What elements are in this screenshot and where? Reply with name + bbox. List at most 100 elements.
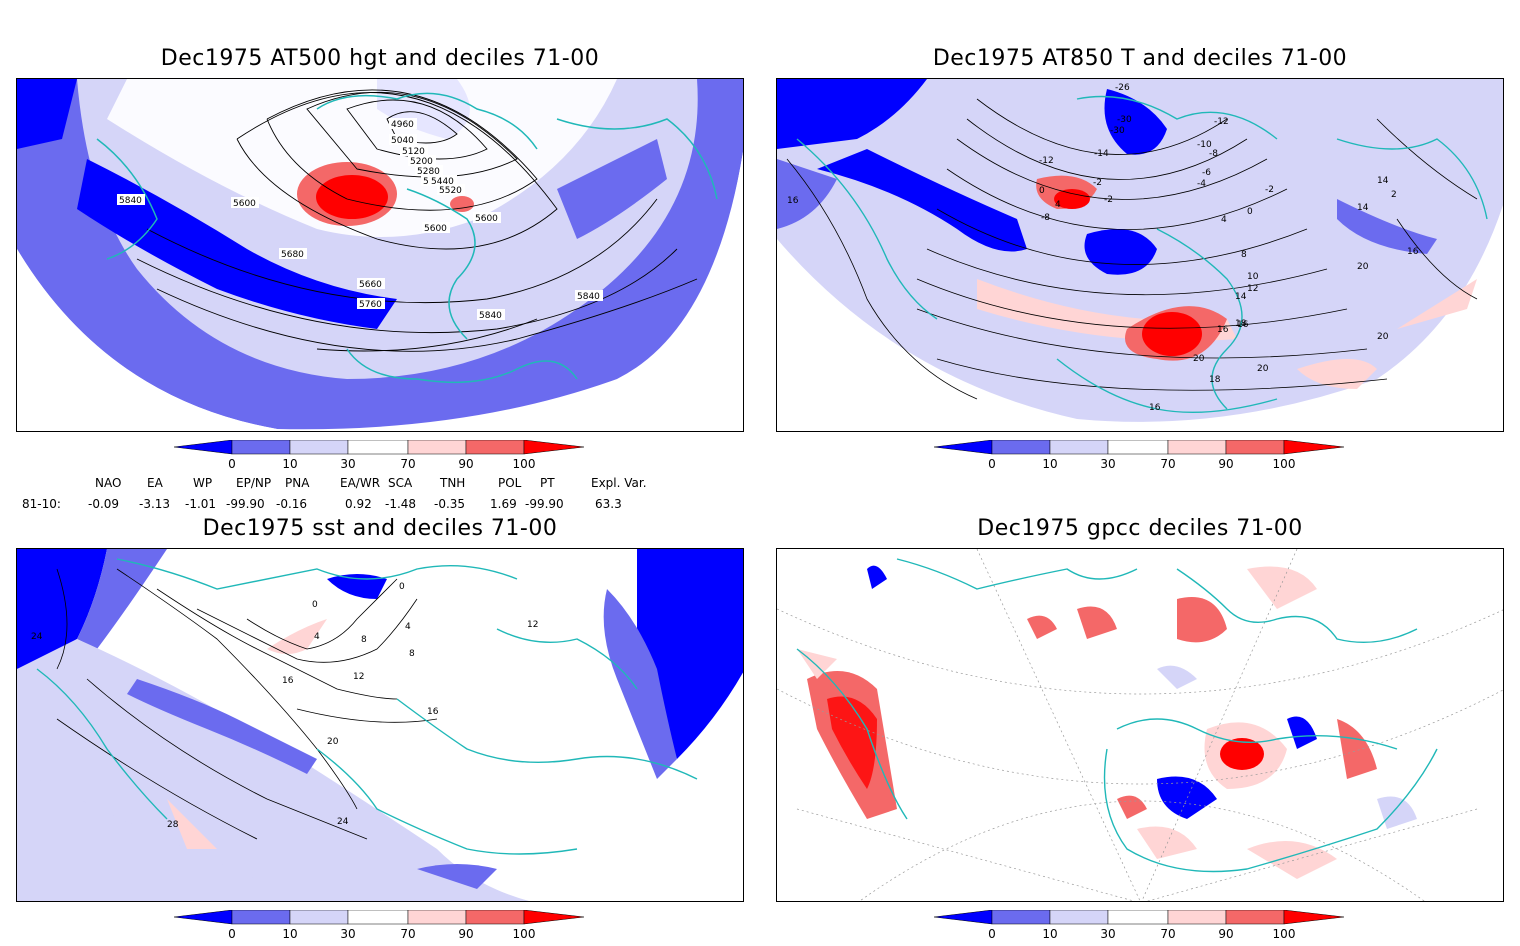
- colorbar-label: 70: [1160, 927, 1176, 941]
- contour-label: 4: [314, 632, 320, 642]
- contour-label: 4: [1055, 200, 1061, 210]
- colorbar-swatches: [173, 909, 585, 925]
- contour-label: -26: [1115, 83, 1130, 93]
- contour-label: -12: [1039, 156, 1054, 166]
- contour-label: 5840: [479, 311, 502, 321]
- index-value: -0.16: [276, 497, 308, 511]
- contour-label: 5840: [577, 292, 600, 302]
- index-value: 1.69: [490, 497, 517, 511]
- contour-label: 5660: [359, 280, 382, 290]
- contour-label: 12: [353, 672, 364, 682]
- contour-label: 5600: [233, 199, 256, 209]
- contour-label: 2: [1391, 190, 1397, 200]
- index-value-row: 81-10: -0.09 -3.13 -1.01 -99.90 -0.16 0.…: [0, 497, 760, 511]
- index-value: -99.90: [226, 497, 265, 511]
- contour-label: 14: [1235, 292, 1247, 302]
- contour-label: 18: [1209, 375, 1221, 385]
- contour-label: -10: [1197, 140, 1212, 150]
- contour-label: 5520: [439, 186, 462, 196]
- contour-label: 16: [282, 676, 294, 686]
- contour-label: 8: [409, 649, 415, 659]
- colorbar-label: 90: [458, 927, 474, 941]
- map-hgt500: 4960 5040 5120 5200 5280 5360 5440 5520 …: [17, 79, 743, 431]
- colorbar-gpcc: 0 10 30 70 90 100: [933, 909, 1346, 946]
- contour-label: 5760: [359, 300, 382, 310]
- map-panel-gpcc: [776, 548, 1504, 902]
- colorbar-label: 70: [1160, 457, 1176, 471]
- contour-label: -8: [1209, 149, 1218, 159]
- index-value: 0.92: [345, 497, 372, 511]
- contour-label: 5040: [391, 136, 414, 146]
- panel-title-hgt500: Dec1975 AT500 hgt and deciles 71-00: [160, 46, 600, 71]
- contour-label: 12: [1247, 284, 1258, 294]
- index-header: POL: [498, 476, 522, 490]
- colorbar-label: 90: [1218, 457, 1234, 471]
- contour-label: 12: [527, 620, 538, 630]
- index-value: -99.90: [525, 497, 564, 511]
- colorbar-label: 30: [1100, 927, 1116, 941]
- contour-label: 16: [1149, 403, 1161, 413]
- contour-label: -2: [1093, 178, 1102, 188]
- contour-label: 0: [312, 600, 318, 610]
- contour-label: 5840: [119, 196, 142, 206]
- contour-label: -6: [1202, 168, 1211, 178]
- contour-label: 4: [405, 622, 411, 632]
- contour-label: 5600: [424, 224, 447, 234]
- contour-label: 5280: [417, 167, 440, 177]
- contour-label: 20: [1377, 332, 1389, 342]
- contour-label: 0: [1039, 186, 1045, 196]
- contour-label: 16: [1217, 325, 1229, 335]
- index-header: WP: [193, 476, 213, 490]
- contour-label: 20: [1193, 354, 1205, 364]
- contour-label: -12: [1214, 117, 1229, 127]
- contour-label: 5600: [475, 214, 498, 224]
- colorbar-label: 70: [400, 927, 416, 941]
- contour-label: 20: [1357, 262, 1369, 272]
- index-value: -1.01: [185, 497, 217, 511]
- colorbar-label: 30: [1100, 457, 1116, 471]
- colorbar-label: 90: [458, 457, 474, 471]
- index-header-row: NAO EA WP EP/NP PNA EA/WR SCA TNH POL PT…: [0, 476, 760, 490]
- contour-label: 24: [31, 632, 43, 642]
- contour-label: 5680: [281, 250, 304, 260]
- colorbar-label: 10: [282, 457, 298, 471]
- contour-label: 8: [361, 635, 367, 645]
- colorbar-label: 10: [282, 927, 298, 941]
- contour-label: 20: [327, 737, 339, 747]
- contour-label: 24: [337, 817, 349, 827]
- contour-label: 0: [1247, 207, 1253, 217]
- colorbar-swatches: [933, 439, 1345, 455]
- index-header: EP/NP: [236, 476, 272, 490]
- contour-label: 28: [167, 820, 179, 830]
- contour-label: -2: [1265, 185, 1274, 195]
- index-value: 63.3: [595, 497, 622, 511]
- panel-title-gpcc: Dec1975 gpcc deciles 71-00: [977, 516, 1303, 541]
- contour-label: -14: [1094, 149, 1109, 159]
- colorbar-label: 10: [1042, 927, 1058, 941]
- index-row-label: 81-10:: [22, 497, 61, 511]
- colorbar-label: 100: [1272, 457, 1296, 471]
- contour-label: 0: [399, 582, 405, 592]
- index-value: -0.35: [434, 497, 466, 511]
- contour-label: 14: [1377, 176, 1389, 186]
- colorbar-label: 0: [228, 927, 236, 941]
- colorbar-label: 0: [988, 927, 996, 941]
- panel-title-t850: Dec1975 AT850 T and deciles 71-00: [932, 46, 1348, 71]
- colorbar-label: 10: [1042, 457, 1058, 471]
- colorbar-sst: 0 10 30 70 90 100: [173, 909, 586, 946]
- map-sst: 0 0 4 4 8 8 12 12 16 16 20 24 24 28: [17, 549, 743, 901]
- colorbar-swatches: [933, 909, 1345, 925]
- map-panel-t850: -26 -30 -30 -12 -10 -14 -12 -8 -6 -4 -2 …: [776, 78, 1504, 432]
- contour-label: 5120: [402, 147, 425, 157]
- colorbar-label: 100: [512, 457, 536, 471]
- contour-label: 16: [427, 707, 439, 717]
- contour-label: 5200: [410, 157, 433, 167]
- colorbar-label: 90: [1218, 927, 1234, 941]
- index-header: Expl. Var.: [591, 476, 647, 490]
- colorbar-label: 30: [340, 457, 356, 471]
- colorbar-t850: 0 10 30 70 90 100: [933, 439, 1346, 476]
- contour-label: -30: [1117, 115, 1132, 125]
- contour-label: 16: [1407, 247, 1419, 257]
- contour-label: 20: [1257, 364, 1269, 374]
- colorbar-label: 0: [228, 457, 236, 471]
